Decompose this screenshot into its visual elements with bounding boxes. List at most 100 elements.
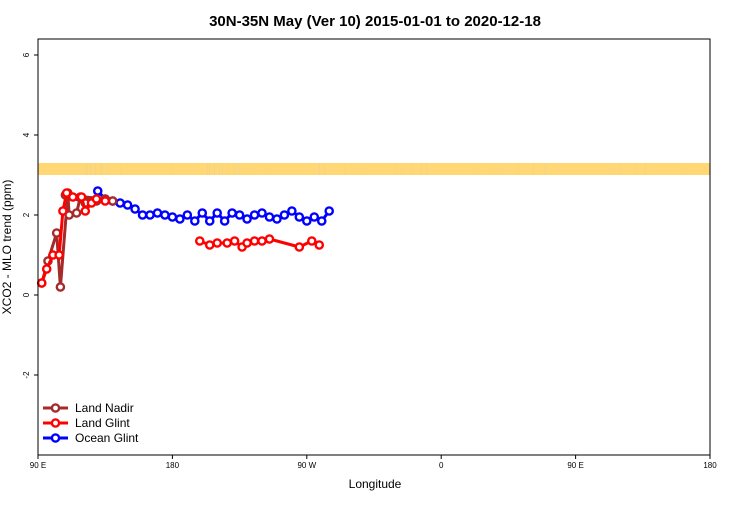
series-point: [152, 208, 163, 218]
series-point: [249, 210, 260, 220]
series-point: [257, 208, 267, 218]
series-point: [316, 216, 327, 226]
series-point: [294, 242, 305, 252]
land-segment: [38, 163, 86, 175]
series-point: [242, 238, 252, 248]
legend-marker: [50, 418, 61, 428]
land-segment: [249, 163, 272, 175]
series-point: [287, 206, 297, 216]
land-segment: [421, 163, 427, 175]
y-tick-label: 0: [22, 292, 31, 297]
x-tick-label: 90 E: [567, 461, 583, 470]
series-point: [107, 196, 118, 206]
land-segment: [615, 163, 621, 175]
land-segment: [645, 163, 686, 175]
land-segment: [172, 163, 208, 175]
series-point: [68, 192, 78, 202]
land-segment: [319, 163, 325, 175]
y-axis: -2 0 2 4 6: [22, 52, 38, 379]
series-point: [212, 208, 222, 218]
series-point: [314, 240, 325, 250]
series-point: [137, 210, 148, 220]
series-point: [194, 236, 205, 246]
series-point: [76, 192, 87, 202]
x-axis-label: Longitude: [349, 477, 402, 491]
x-axis: 90 E 180 90 W 0 90 E 180: [30, 455, 717, 470]
land-segment: [207, 163, 210, 175]
series-point: [257, 236, 267, 246]
x-tick-label: 180: [166, 461, 180, 470]
y-tick-label: 6: [22, 52, 31, 57]
series-point: [51, 228, 62, 238]
land-segment: [102, 163, 108, 175]
series-point: [100, 196, 110, 206]
x-tick-label: 0: [439, 461, 444, 470]
series-point: [229, 236, 240, 246]
y-tick-label: 2: [22, 212, 31, 217]
land-segment: [426, 163, 479, 175]
land-segment: [271, 163, 320, 175]
legend-label: Land Glint: [75, 416, 130, 430]
land-segment: [237, 163, 240, 175]
land-segment: [533, 163, 546, 175]
series-point: [242, 214, 252, 224]
series-point: [167, 212, 178, 222]
land-segment: [364, 163, 374, 175]
series-point: [71, 208, 82, 218]
land-segment: [95, 163, 101, 175]
series-point: [234, 210, 245, 220]
y-tick-label: 4: [22, 132, 31, 137]
chart-title: 30N-35N May (Ver 10) 2015-01-01 to 2020-…: [209, 13, 541, 30]
land-segment: [401, 163, 412, 175]
y-tick-label: -2: [22, 371, 31, 379]
series-point: [92, 186, 103, 196]
land-segment: [219, 163, 223, 175]
series-point: [227, 208, 237, 218]
land-segment: [396, 163, 402, 175]
land-segment: [120, 163, 173, 175]
series-point: [58, 206, 68, 216]
series-point: [55, 282, 66, 292]
series-point: [80, 206, 91, 216]
series-layer: [36, 186, 335, 292]
legend-marker: [50, 433, 61, 443]
x-tick-label: 180: [703, 461, 717, 470]
land-segment: [518, 163, 534, 175]
series-point: [41, 264, 52, 274]
land-segment: [227, 163, 235, 175]
land-segment: [610, 163, 616, 175]
y-axis-label: XCO2 - MLO trend (ppm): [0, 180, 14, 315]
land-segment: [234, 163, 238, 175]
land-segment: [488, 163, 494, 175]
series-point: [175, 214, 185, 224]
land-segment: [478, 163, 484, 175]
land-segment: [100, 163, 103, 175]
land-segment: [85, 163, 88, 175]
legend-label: Ocean Glint: [75, 431, 139, 445]
land-segment: [374, 163, 397, 175]
series-point: [204, 240, 215, 250]
land-segment: [635, 163, 646, 175]
land-ocean-mask: [38, 163, 710, 175]
land-segment: [545, 163, 611, 175]
series-point: [272, 214, 282, 224]
land-segment: [107, 163, 121, 175]
series-point: [301, 216, 312, 226]
series-point: [54, 250, 64, 260]
series-point: [160, 210, 170, 220]
land-segment: [503, 163, 519, 175]
land-segment: [244, 163, 250, 175]
plot-frame: [37, 38, 711, 456]
series-point: [212, 238, 222, 248]
x-tick-label: 90 W: [297, 461, 316, 470]
land-segment: [493, 163, 499, 175]
land-segment: [620, 163, 636, 175]
series-point: [264, 212, 275, 222]
land-segment: [354, 163, 365, 175]
series-point: [309, 212, 320, 222]
series-point: [145, 210, 155, 220]
series-point: [249, 236, 260, 246]
